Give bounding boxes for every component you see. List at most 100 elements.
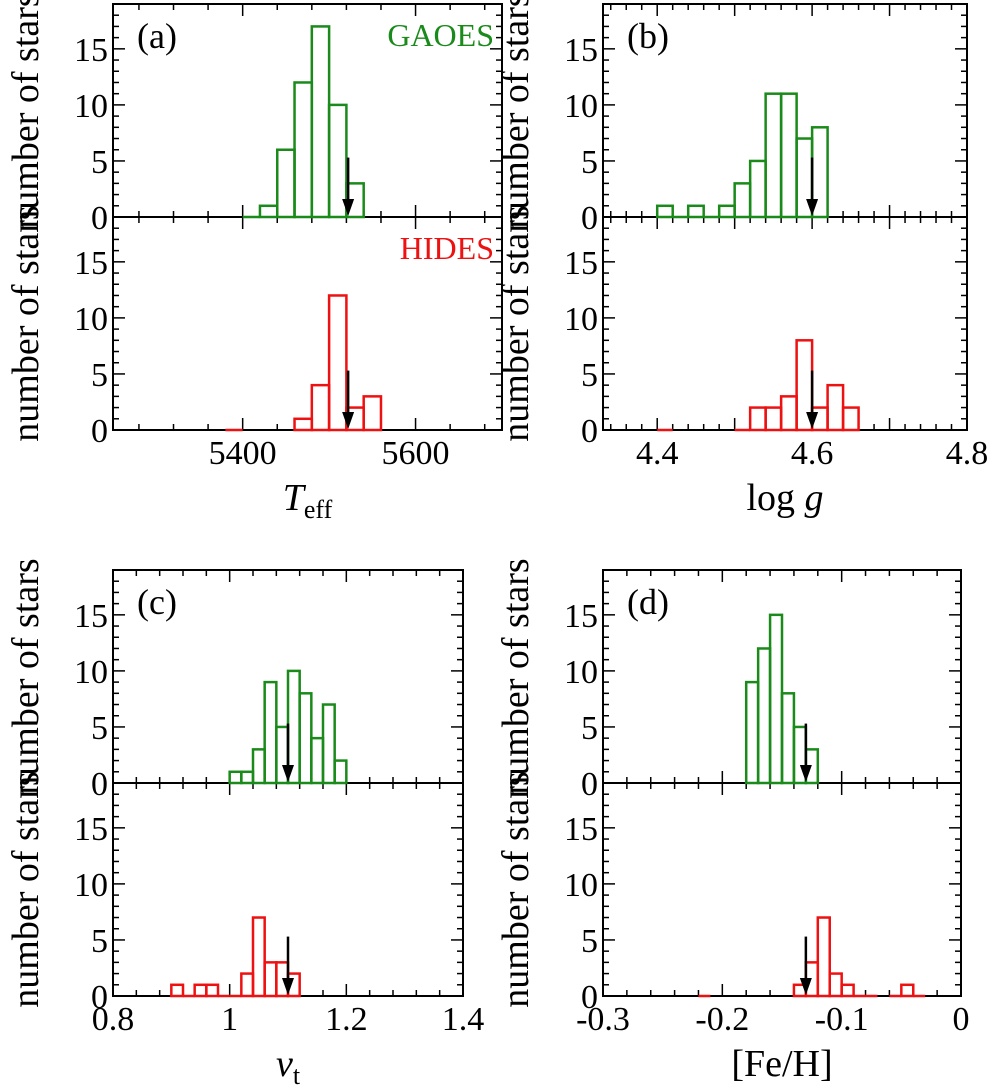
arrow-head bbox=[799, 978, 812, 995]
histogram-bar bbox=[780, 692, 796, 785]
y-tick-label: 0 bbox=[581, 979, 598, 1016]
y-tick-label: 5 bbox=[91, 710, 108, 747]
x-axis-label: Teff bbox=[283, 477, 333, 524]
series-label: GAOES bbox=[387, 17, 494, 53]
y-tick-label: 10 bbox=[74, 867, 108, 904]
x-tick-label: -0.3 bbox=[576, 1001, 630, 1038]
arrow-head bbox=[806, 412, 819, 429]
histogram-bar bbox=[251, 748, 266, 785]
y-axis-label: number of stars bbox=[495, 205, 537, 441]
y-tick-label: 15 bbox=[74, 598, 108, 635]
y-tick-label: 0 bbox=[581, 766, 598, 803]
histogram-bar bbox=[733, 182, 752, 219]
y-tick-label: 0 bbox=[581, 413, 598, 450]
panel-b: 4.4 4.6 4.8 log g 0 5 10 15 number of stars 0 5 10 1… bbox=[495, 0, 988, 519]
histogram-bar bbox=[205, 983, 220, 998]
x-tick-label: 1 bbox=[221, 1001, 238, 1038]
histogram-bar bbox=[258, 204, 279, 219]
y-tick-label: 15 bbox=[74, 811, 108, 848]
histogram-bar bbox=[275, 148, 296, 219]
y-tick-label: 15 bbox=[564, 245, 598, 282]
histogram-bar bbox=[310, 383, 331, 432]
x-tick-label: 0.8 bbox=[92, 1001, 135, 1038]
y-tick-label: 15 bbox=[564, 598, 598, 635]
histogram-bar bbox=[900, 983, 915, 998]
histogram-bar bbox=[756, 647, 772, 785]
y-tick-label: 15 bbox=[74, 245, 108, 282]
y-tick-label: 0 bbox=[91, 413, 108, 450]
panel-label: (d) bbox=[627, 582, 669, 622]
y-tick-label: 0 bbox=[91, 979, 108, 1016]
x-tick-label: 4.8 bbox=[946, 435, 989, 472]
y-tick-label: 5 bbox=[91, 357, 108, 394]
y-tick-label: 0 bbox=[581, 200, 598, 237]
y-axis-label: number of stars bbox=[5, 205, 47, 441]
y-axis-label: number of stars bbox=[495, 0, 537, 229]
y-tick-label: 15 bbox=[564, 32, 598, 69]
histogram-bar bbox=[362, 395, 383, 432]
y-tick-label: 5 bbox=[91, 144, 108, 181]
y-tick-label: 10 bbox=[564, 88, 598, 125]
x-tick-label: 4.4 bbox=[636, 435, 679, 472]
histogram-bar bbox=[310, 736, 325, 785]
histogram-bar bbox=[240, 770, 255, 785]
y-tick-label: 5 bbox=[91, 923, 108, 960]
y-tick-label: 0 bbox=[91, 766, 108, 803]
histogram-bar bbox=[779, 92, 798, 219]
y-tick-label: 10 bbox=[564, 867, 598, 904]
x-tick-label: -0.1 bbox=[815, 1001, 869, 1038]
panel-label: (c) bbox=[137, 582, 177, 622]
histogram-bar bbox=[840, 983, 855, 998]
series-label: HIDES bbox=[400, 230, 494, 266]
histogram-bar bbox=[263, 680, 278, 785]
arrow-head bbox=[282, 765, 294, 782]
histogram-bar bbox=[293, 417, 314, 432]
histogram-bar bbox=[744, 680, 760, 785]
x-tick-label: -0.2 bbox=[695, 1001, 749, 1038]
histogram-bar bbox=[251, 916, 266, 998]
y-axis-label: number of stars bbox=[5, 771, 47, 1007]
histogram-bar bbox=[828, 972, 843, 998]
x-axis-label: vt bbox=[276, 1043, 301, 1090]
histogram-bar bbox=[748, 406, 767, 432]
y-axis-label: number of stars bbox=[5, 0, 47, 229]
y-tick-label: 15 bbox=[564, 811, 598, 848]
y-tick-label: 10 bbox=[564, 301, 598, 338]
histogram-bar bbox=[240, 972, 255, 998]
histogram-bar bbox=[764, 406, 783, 432]
histogram-bar bbox=[655, 204, 674, 219]
x-tick-label: 1.2 bbox=[325, 1001, 368, 1038]
y-axis-label: number of stars bbox=[5, 558, 47, 794]
histogram-bar bbox=[321, 703, 336, 785]
arrow-head bbox=[342, 199, 355, 216]
y-tick-label: 10 bbox=[564, 654, 598, 691]
y-tick-label: 0 bbox=[91, 200, 108, 237]
histogram-bar bbox=[327, 103, 348, 219]
histogram-bar bbox=[293, 81, 314, 219]
histogram-bar bbox=[748, 159, 767, 219]
histogram-bar bbox=[310, 25, 331, 219]
histogram-bar bbox=[686, 204, 705, 219]
histogram-bar bbox=[816, 916, 831, 998]
histogram-bar bbox=[841, 406, 860, 432]
panel-d: -0.3 -0.2 -0.1 0 [Fe/H] 0 5 10 15 number of stars… bbox=[495, 558, 970, 1085]
x-tick-label: 1.4 bbox=[442, 1001, 485, 1038]
arrow-head bbox=[799, 765, 812, 782]
histogram-bar bbox=[170, 983, 185, 998]
histogram-bar bbox=[228, 770, 243, 785]
panel-c: 0.8 1 1.2 1.4 vt 0 5 10 15 number of stars 0 5 10 15 n… bbox=[5, 558, 484, 1090]
panel-label: (a) bbox=[137, 16, 177, 56]
arrow-head bbox=[342, 412, 355, 429]
y-tick-label: 10 bbox=[74, 654, 108, 691]
y-tick-label: 10 bbox=[74, 88, 108, 125]
histogram-bar bbox=[298, 692, 313, 785]
y-axis-label: number of stars bbox=[495, 558, 537, 794]
histogram-bar bbox=[717, 204, 736, 219]
arrow-head bbox=[282, 978, 294, 995]
histogram-bar bbox=[193, 983, 208, 998]
panel-label: (b) bbox=[627, 16, 669, 56]
histogram-bar bbox=[826, 383, 845, 432]
y-tick-label: 15 bbox=[74, 32, 108, 69]
arrow-head bbox=[806, 199, 819, 216]
